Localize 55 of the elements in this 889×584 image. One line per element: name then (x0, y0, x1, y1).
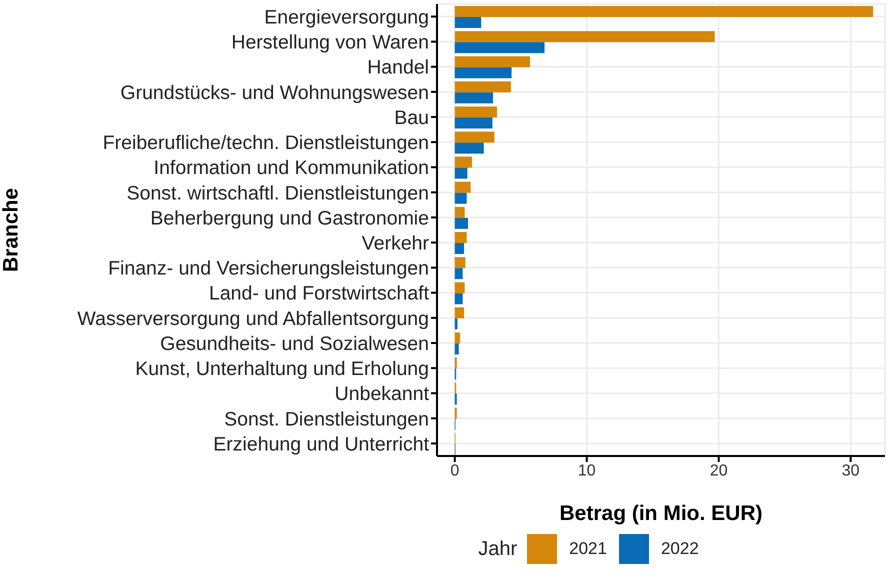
y-tick-label: Grundstücks- und Wohnungswesen (120, 82, 429, 104)
bar (454, 257, 466, 268)
bar (454, 268, 463, 280)
x-tick-label: 10 (578, 462, 596, 480)
y-tick-label: Information und Kommunikation (154, 157, 429, 180)
y-tick-label: Wasserversorgung und Abfallentsorgung (77, 308, 429, 330)
bar (454, 282, 465, 294)
bar (454, 132, 494, 143)
y-tick-label: Energieversorgung (264, 6, 429, 28)
bar (454, 332, 460, 344)
x-tick-label: 30 (842, 462, 860, 480)
x-axis-title: Betrag (in Mio. EUR) (560, 502, 762, 525)
y-tick-label: Finanz- und Versicherungsleistungen (108, 258, 429, 280)
bar (454, 243, 464, 254)
bar (454, 232, 467, 244)
x-tick-label: 0 (450, 462, 460, 480)
y-tick-label: Verkehr (362, 232, 430, 254)
y-tick-label: Handel (367, 56, 429, 79)
y-tick-label: Kunst, Unterhaltung und Erholung (135, 358, 429, 380)
bar (454, 206, 465, 218)
bar (454, 168, 468, 179)
bar (454, 31, 715, 42)
x-tick-label: 20 (710, 462, 728, 480)
y-tick-label: Erziehung und Unterricht (213, 433, 430, 456)
y-tick-label: Unbekannt (334, 383, 430, 406)
bar (454, 42, 545, 54)
bar (454, 156, 472, 168)
legend-label: 2021 (569, 539, 607, 559)
y-tick-label: Bau (394, 106, 429, 129)
legend-label: 2022 (660, 539, 699, 559)
bar (454, 67, 512, 78)
bar (454, 17, 482, 28)
y-tick-label: Sonst. Dienstleistungen (224, 408, 429, 430)
bar (454, 318, 458, 330)
bar (454, 182, 471, 193)
y-axis-title: Branche (0, 188, 22, 272)
bar (454, 56, 530, 68)
y-tick-label: Freiberufliche/techn. Dienstleistungen (102, 132, 429, 154)
legend-title: Jahr (478, 538, 518, 560)
y-tick-label: Gesundheits- und Sozialwesen (160, 332, 429, 355)
y-tick-label: Sonst. wirtschaftl. Dienstleistungen (126, 182, 429, 204)
bar (454, 218, 468, 229)
y-tick-label: Beherbergung und Gastronomie (150, 207, 429, 230)
bar (454, 307, 464, 318)
bar (454, 6, 874, 18)
bar (454, 81, 511, 92)
bar (454, 117, 492, 128)
bar (454, 192, 467, 204)
bar (454, 92, 494, 104)
y-tick-label: Herstellung von Waren (231, 32, 429, 54)
bar (454, 343, 459, 354)
bar (454, 106, 498, 118)
bar (454, 142, 484, 154)
bar (454, 293, 463, 304)
y-tick-label: Land- und Forstwirtschaft (208, 282, 430, 305)
